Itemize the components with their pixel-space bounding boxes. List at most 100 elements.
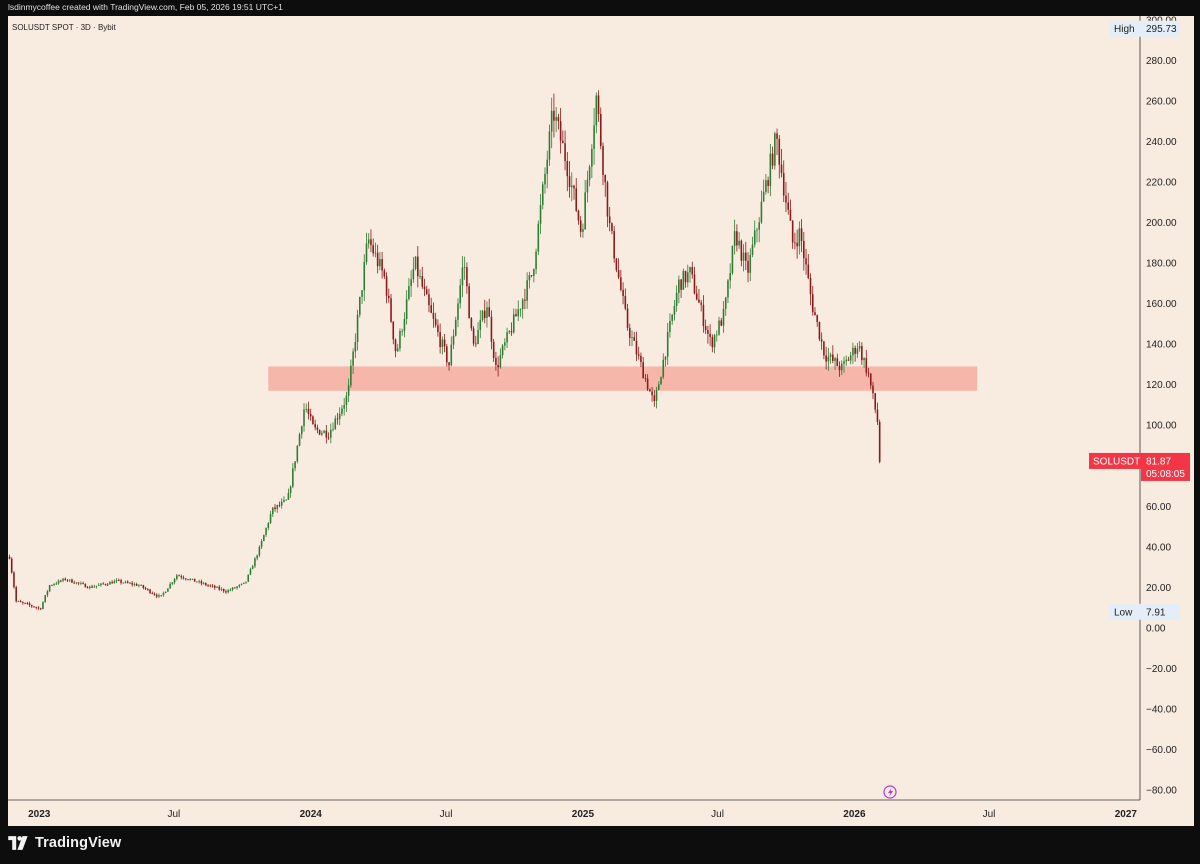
candle (798, 221, 801, 255)
candle-body (236, 586, 238, 588)
candle (479, 310, 482, 339)
candle-body (48, 585, 51, 592)
candle-body (274, 507, 276, 509)
candle-body (845, 359, 848, 362)
candle (245, 581, 247, 585)
candle-body (820, 339, 823, 342)
candle-body (646, 378, 649, 390)
candle-body (863, 358, 865, 361)
candle-body (586, 179, 589, 193)
candle (408, 278, 410, 301)
candle-body (506, 332, 508, 343)
candle (791, 220, 794, 249)
candle-body (582, 229, 584, 232)
candle (126, 580, 129, 584)
candle (343, 398, 345, 416)
candle-body (82, 583, 84, 584)
time-tick-label: 2026 (843, 809, 866, 820)
candle-body (196, 581, 198, 583)
candle (247, 574, 250, 583)
candle-body (26, 603, 29, 604)
candle-body (490, 316, 493, 342)
candle-body (537, 223, 540, 252)
candle-body (271, 507, 274, 515)
candle (8, 554, 11, 560)
candle (814, 307, 816, 316)
candle (149, 588, 151, 595)
candle (573, 184, 575, 200)
candle (660, 376, 662, 385)
candle-body (684, 270, 687, 283)
candle (64, 577, 67, 581)
candle (818, 321, 821, 342)
candle (176, 574, 178, 581)
candle-body (729, 273, 731, 281)
candle-body (419, 276, 421, 277)
candle-body (430, 305, 432, 313)
low-badge-value-bg (1141, 603, 1180, 620)
candle-body (861, 346, 863, 361)
candle (26, 601, 29, 605)
candle (91, 584, 93, 589)
candle (646, 374, 649, 392)
time-tick-label: Jul (983, 809, 996, 820)
candle (765, 173, 767, 195)
candle (86, 586, 89, 589)
candle (394, 338, 397, 358)
candle (361, 289, 363, 304)
candle (615, 258, 618, 273)
candle-body (794, 242, 796, 244)
candle-body (562, 140, 564, 144)
candle (296, 444, 299, 464)
candle-body (345, 395, 348, 406)
candle-body (189, 579, 192, 580)
candle (423, 278, 426, 297)
candle-body (443, 339, 446, 347)
candle-body (209, 585, 212, 587)
candle-body (666, 331, 669, 357)
candle-body (102, 583, 105, 585)
tradingview-logo[interactable]: TradingView (8, 835, 121, 851)
candle (303, 403, 305, 432)
candle-body (95, 585, 98, 587)
candle (399, 328, 401, 352)
candle (852, 342, 854, 364)
candle-body (401, 330, 403, 332)
price-tick-label: 40.00 (1146, 542, 1171, 553)
candle-body (535, 251, 537, 270)
chart-pane[interactable] (8, 16, 1194, 826)
candle-body (553, 110, 555, 121)
candle-body (682, 270, 685, 290)
bottom-bar (0, 826, 1200, 864)
candle-body (838, 365, 841, 371)
candle (354, 333, 357, 359)
candle (742, 244, 745, 272)
candle-body (104, 584, 107, 585)
candle (113, 579, 116, 584)
price-tick-label: 140.00 (1146, 340, 1177, 351)
candle (363, 254, 366, 302)
candle-body (332, 429, 334, 431)
candle (336, 412, 339, 425)
price-tick-label: 280.00 (1146, 56, 1177, 67)
candle (568, 161, 571, 198)
candle-body (519, 309, 522, 310)
candle (388, 288, 390, 303)
candle-body (381, 259, 383, 271)
candle (102, 582, 105, 585)
candle (466, 262, 468, 294)
candle-body (472, 328, 475, 344)
candle (396, 343, 399, 353)
candle (251, 564, 254, 570)
candle-body (791, 220, 794, 243)
candle-body (798, 228, 801, 247)
candle (10, 557, 13, 574)
last-price-value-bg (1141, 452, 1190, 481)
candle (591, 144, 593, 179)
candle-body (367, 239, 370, 244)
candle (794, 232, 796, 250)
candle-body (321, 432, 323, 435)
candle (526, 272, 528, 309)
price-tick-label: 120.00 (1146, 380, 1177, 391)
